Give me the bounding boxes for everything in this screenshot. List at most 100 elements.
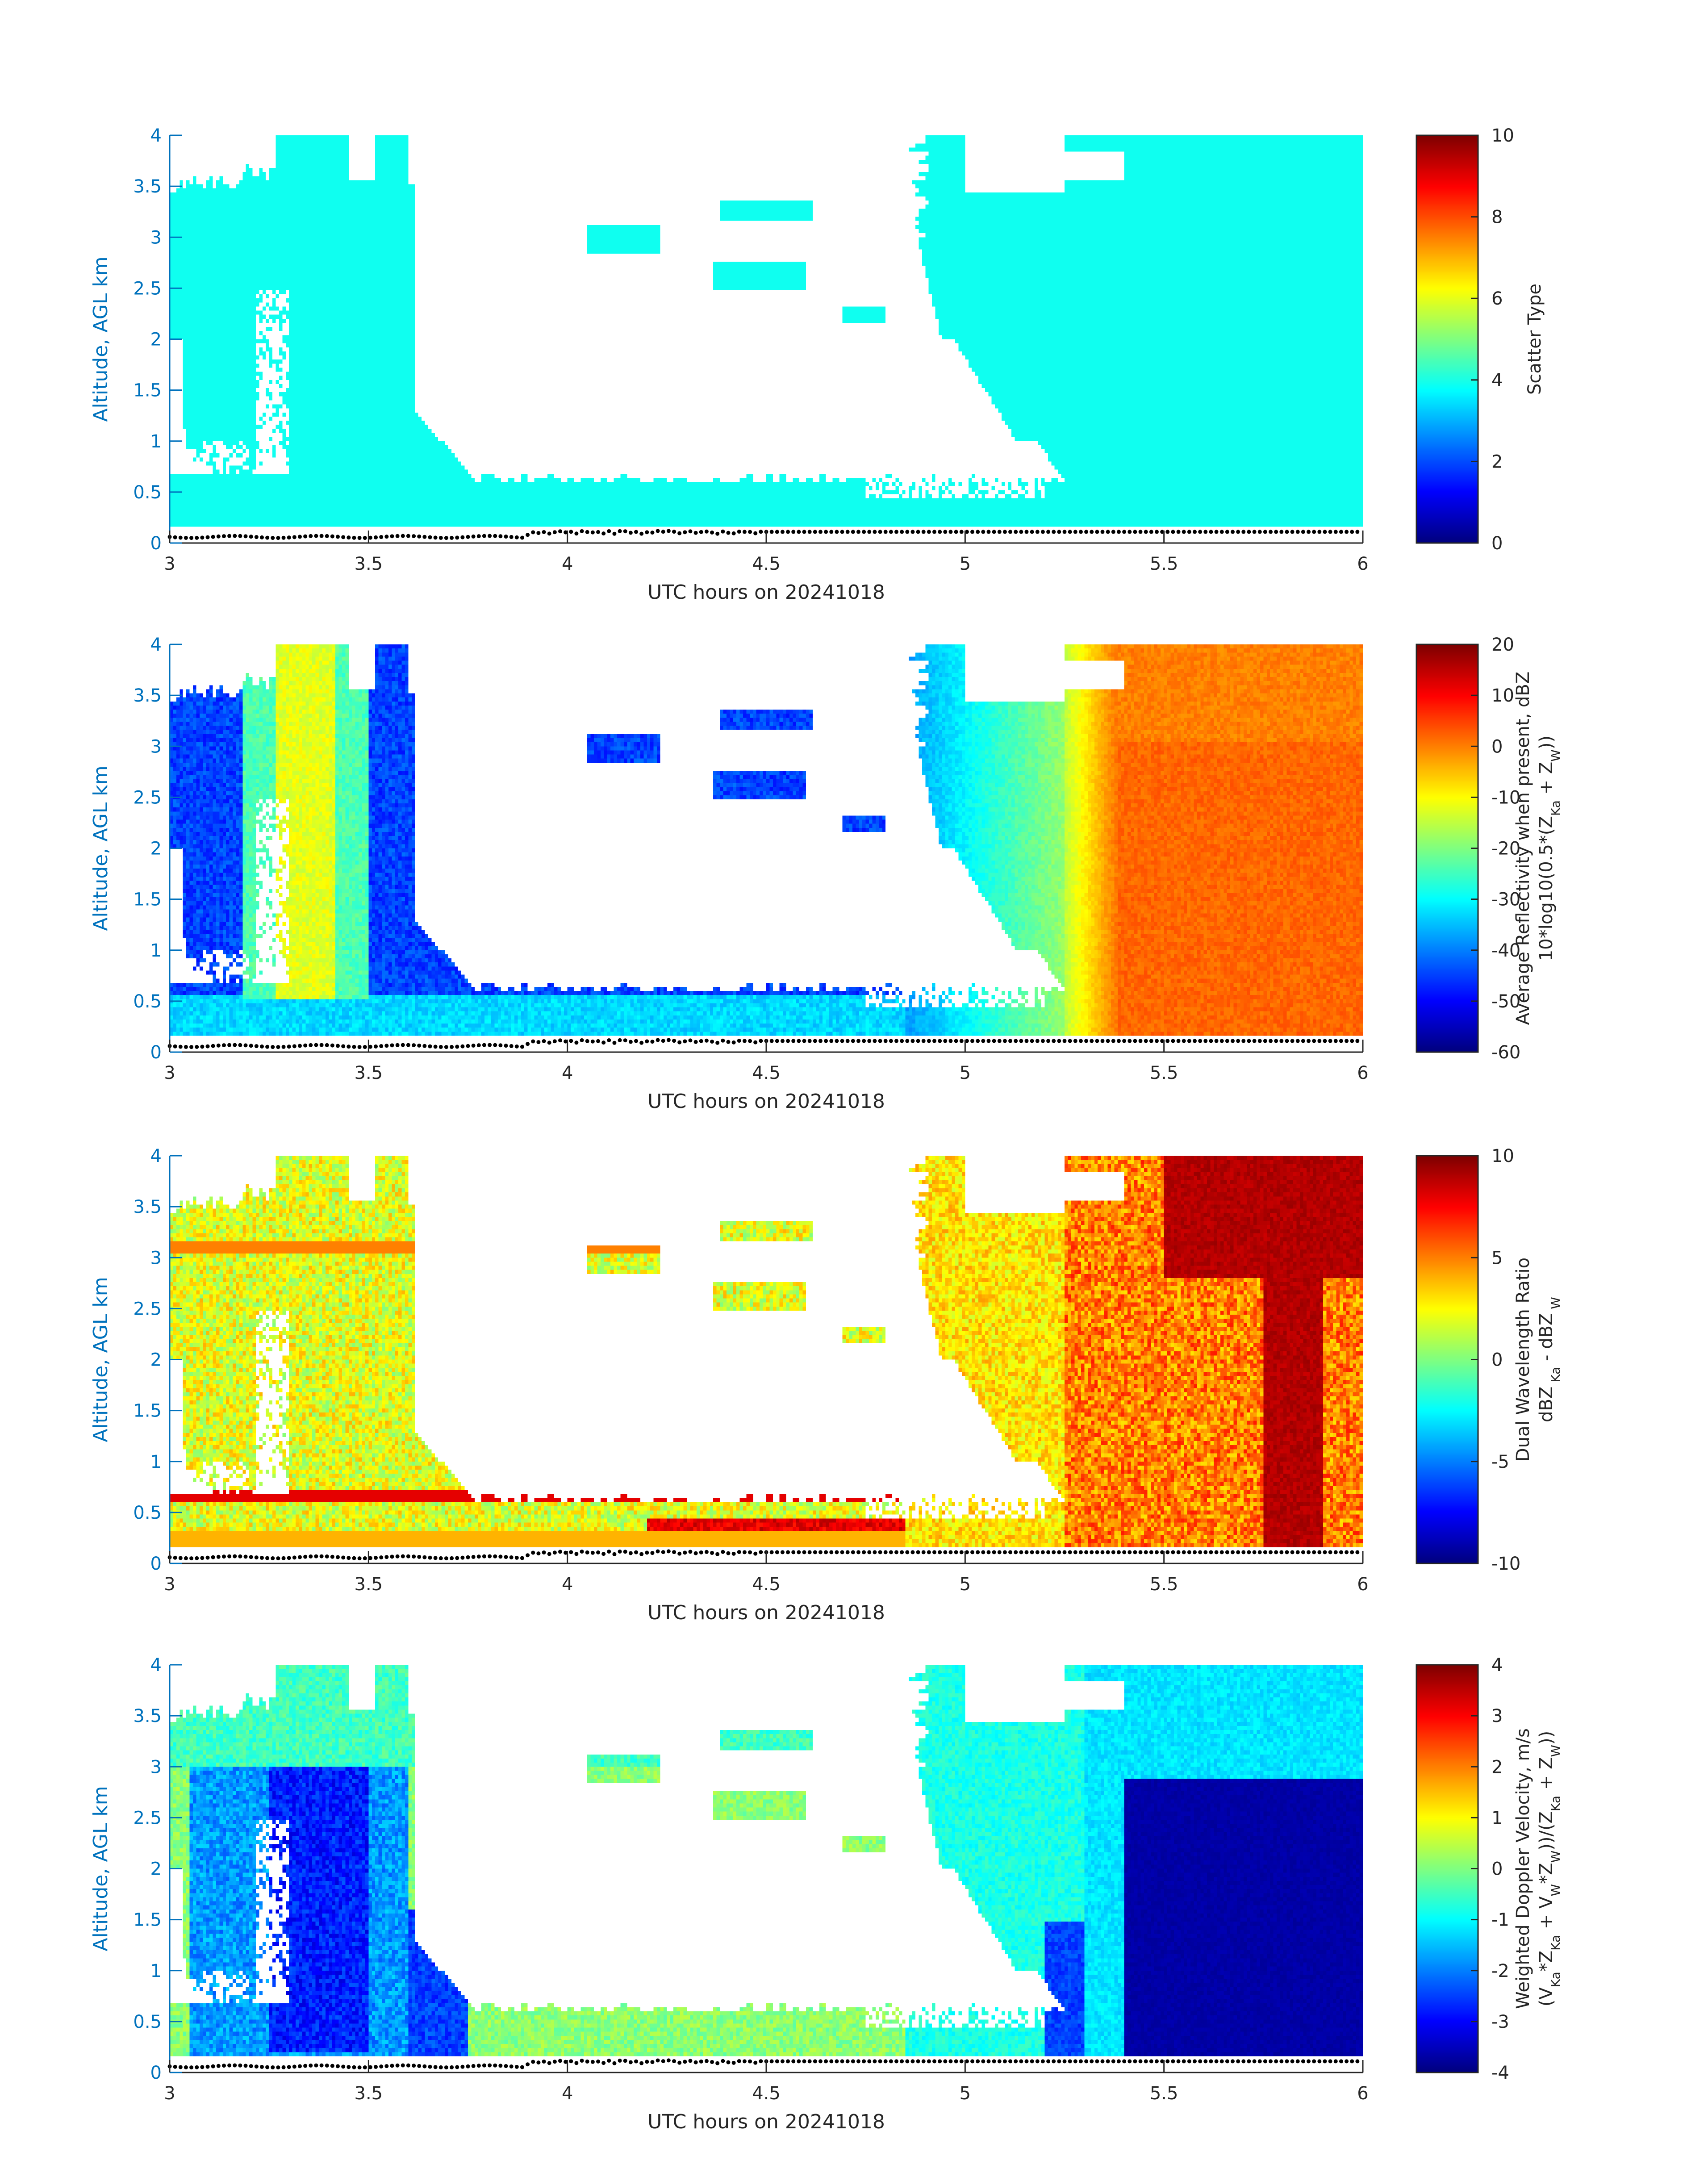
ground-dot [1279, 1039, 1284, 1043]
ground-dot [883, 2059, 888, 2064]
ground-dot [1095, 1039, 1099, 1043]
ground-dot [883, 1039, 888, 1043]
ground-dot [596, 530, 600, 534]
ground-dot [1214, 2059, 1219, 2064]
colorbar-tick-label: -10 [1491, 1554, 1520, 1574]
ground-dot [1035, 1550, 1040, 1554]
ground-dot [601, 1552, 606, 1556]
ground-dot [1219, 2059, 1224, 2064]
ground-dot [1046, 1039, 1051, 1043]
ground-dot [672, 1550, 677, 1554]
ground-dot [992, 1550, 996, 1554]
ground-dot [840, 2059, 844, 2064]
ground-dot [281, 535, 286, 540]
ground-dot [374, 1555, 378, 1560]
ground-dot [737, 529, 741, 534]
ground-dot [471, 2064, 476, 2068]
ground-dot [1236, 530, 1240, 534]
ground-dot [1062, 530, 1067, 534]
ground-dot [737, 1038, 741, 1043]
ground-dot [699, 1550, 703, 1554]
ground-dot [845, 1550, 850, 1554]
ground-dot [173, 1555, 177, 1560]
ground-dot [1345, 530, 1349, 534]
ground-dot [873, 1039, 877, 1043]
ground-dot [1355, 2059, 1360, 2064]
ground-dot [1192, 1039, 1197, 1043]
ground-dot [1062, 1039, 1067, 1043]
ground-dot [547, 1552, 551, 1556]
ground-dot [569, 2059, 573, 2064]
ground-dot [1307, 1550, 1311, 1554]
ground-dot [1008, 1550, 1013, 1554]
ground-dot [818, 1550, 823, 1554]
ground-dot [628, 531, 633, 535]
ground-dot [1182, 1550, 1186, 1554]
colorbar-tick-label: -60 [1491, 1042, 1520, 1063]
ground-dot [677, 2060, 682, 2065]
ground-dot [205, 1555, 210, 1560]
ground-dot [1198, 1039, 1203, 1043]
ground-dot [1241, 1039, 1246, 1043]
ground-dot [249, 1044, 253, 1048]
ground-dot [564, 530, 568, 535]
ground-dot [981, 1039, 986, 1043]
ground-dot [1192, 2059, 1197, 2064]
ground-dot [835, 1550, 839, 1554]
ground-dot [314, 534, 318, 538]
ground-dot [1073, 2059, 1077, 2064]
ground-dot [303, 2064, 308, 2068]
ground-dot [493, 1043, 497, 1047]
ground-dot [363, 1556, 367, 1561]
ground-dot [759, 1039, 763, 1043]
ground-dot [276, 536, 280, 540]
colorbar: -4 -3 -2 -1 0 1 2 3 4 Weighted Doppler Velocity, … [1416, 1655, 1563, 2083]
colorbar-tick-label: -10 [1491, 787, 1520, 808]
ground-dot [873, 2059, 877, 2064]
ground-dot [742, 2059, 747, 2064]
ground-dot [916, 2059, 920, 2064]
ground-dot [173, 1044, 177, 1049]
colorbar-label-line1: Weighted Doppler Velocity, m/s [1513, 1728, 1533, 2009]
colorbar-label-line2: 10*log10(0.5*(ZKa + ZW)) [1536, 735, 1563, 961]
ground-dot [221, 1043, 226, 1048]
ground-dot [634, 530, 639, 534]
ground-dot [715, 1040, 720, 1045]
ground-dot [873, 530, 877, 534]
ground-dot [238, 2063, 242, 2068]
ground-dot [406, 1554, 410, 1559]
ground-dot [259, 2064, 264, 2069]
ground-dot [482, 1043, 486, 1047]
ground-dot [536, 1551, 541, 1556]
ground-dot [271, 2065, 275, 2070]
ground-dot [401, 1043, 405, 1047]
ground-dot [227, 1043, 232, 1047]
x-tick-label: 6 [1357, 1574, 1368, 1595]
ground-dot [482, 1554, 486, 1559]
y-axis-label: Altitude, AGL km [89, 1786, 112, 1951]
ground-dot [1257, 1550, 1262, 1554]
ground-dot [460, 2064, 465, 2069]
ground-dot [845, 1039, 850, 1043]
ground-dot [482, 2063, 486, 2068]
ground-dot [233, 1554, 237, 1559]
ground-dot [211, 1555, 215, 1559]
ground-dot [916, 1039, 920, 1043]
ground-dot [574, 531, 579, 536]
ground-dot [1312, 530, 1316, 534]
ground-dot [797, 1550, 801, 1554]
ground-dot [628, 1040, 633, 1044]
ground-dot [824, 1550, 828, 1554]
ground-dot [287, 1556, 291, 1560]
ground-dot [1008, 1039, 1013, 1043]
ground-dot [1301, 2059, 1305, 2064]
ground-dot [1035, 1039, 1040, 1043]
ground-dot [357, 2065, 362, 2070]
ground-dot [1154, 1550, 1159, 1554]
ground-dot [336, 1044, 340, 1048]
y-tick-label: 1 [150, 431, 162, 452]
y-tick-label: 4 [150, 125, 162, 146]
colorbar-tick-label: -5 [1491, 1452, 1509, 1472]
ground-dot [1122, 1039, 1127, 1043]
colorbar-tick-label: -4 [1491, 2063, 1509, 2083]
